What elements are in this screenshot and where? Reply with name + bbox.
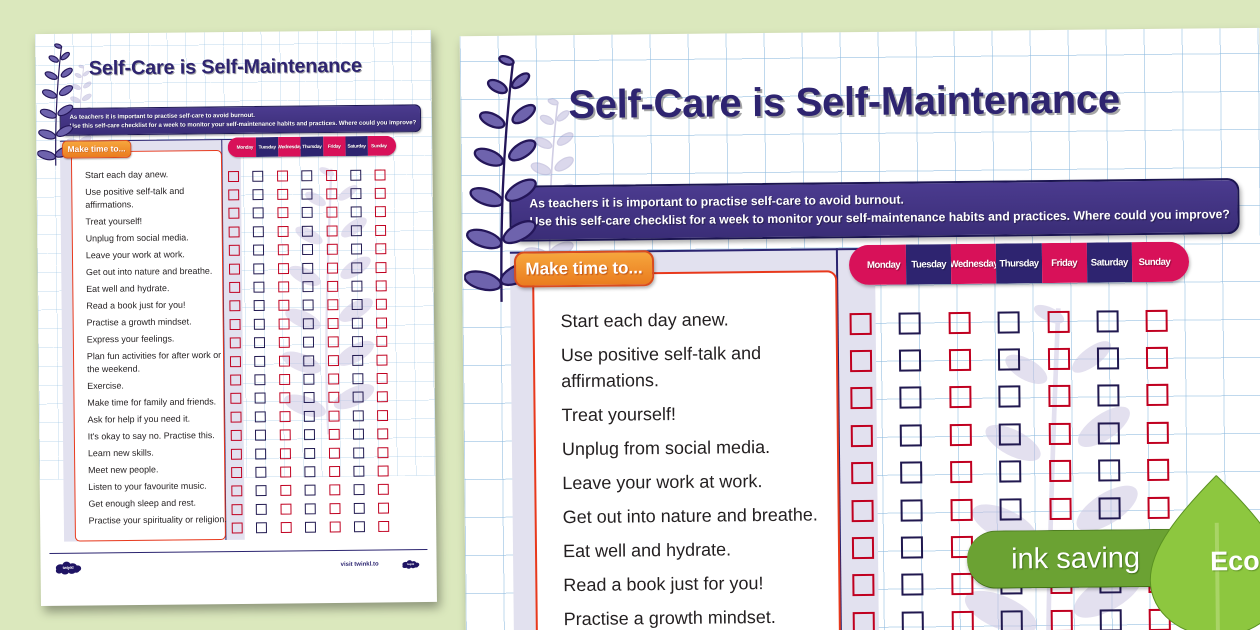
svg-text:twinkl: twinkl bbox=[63, 565, 74, 570]
